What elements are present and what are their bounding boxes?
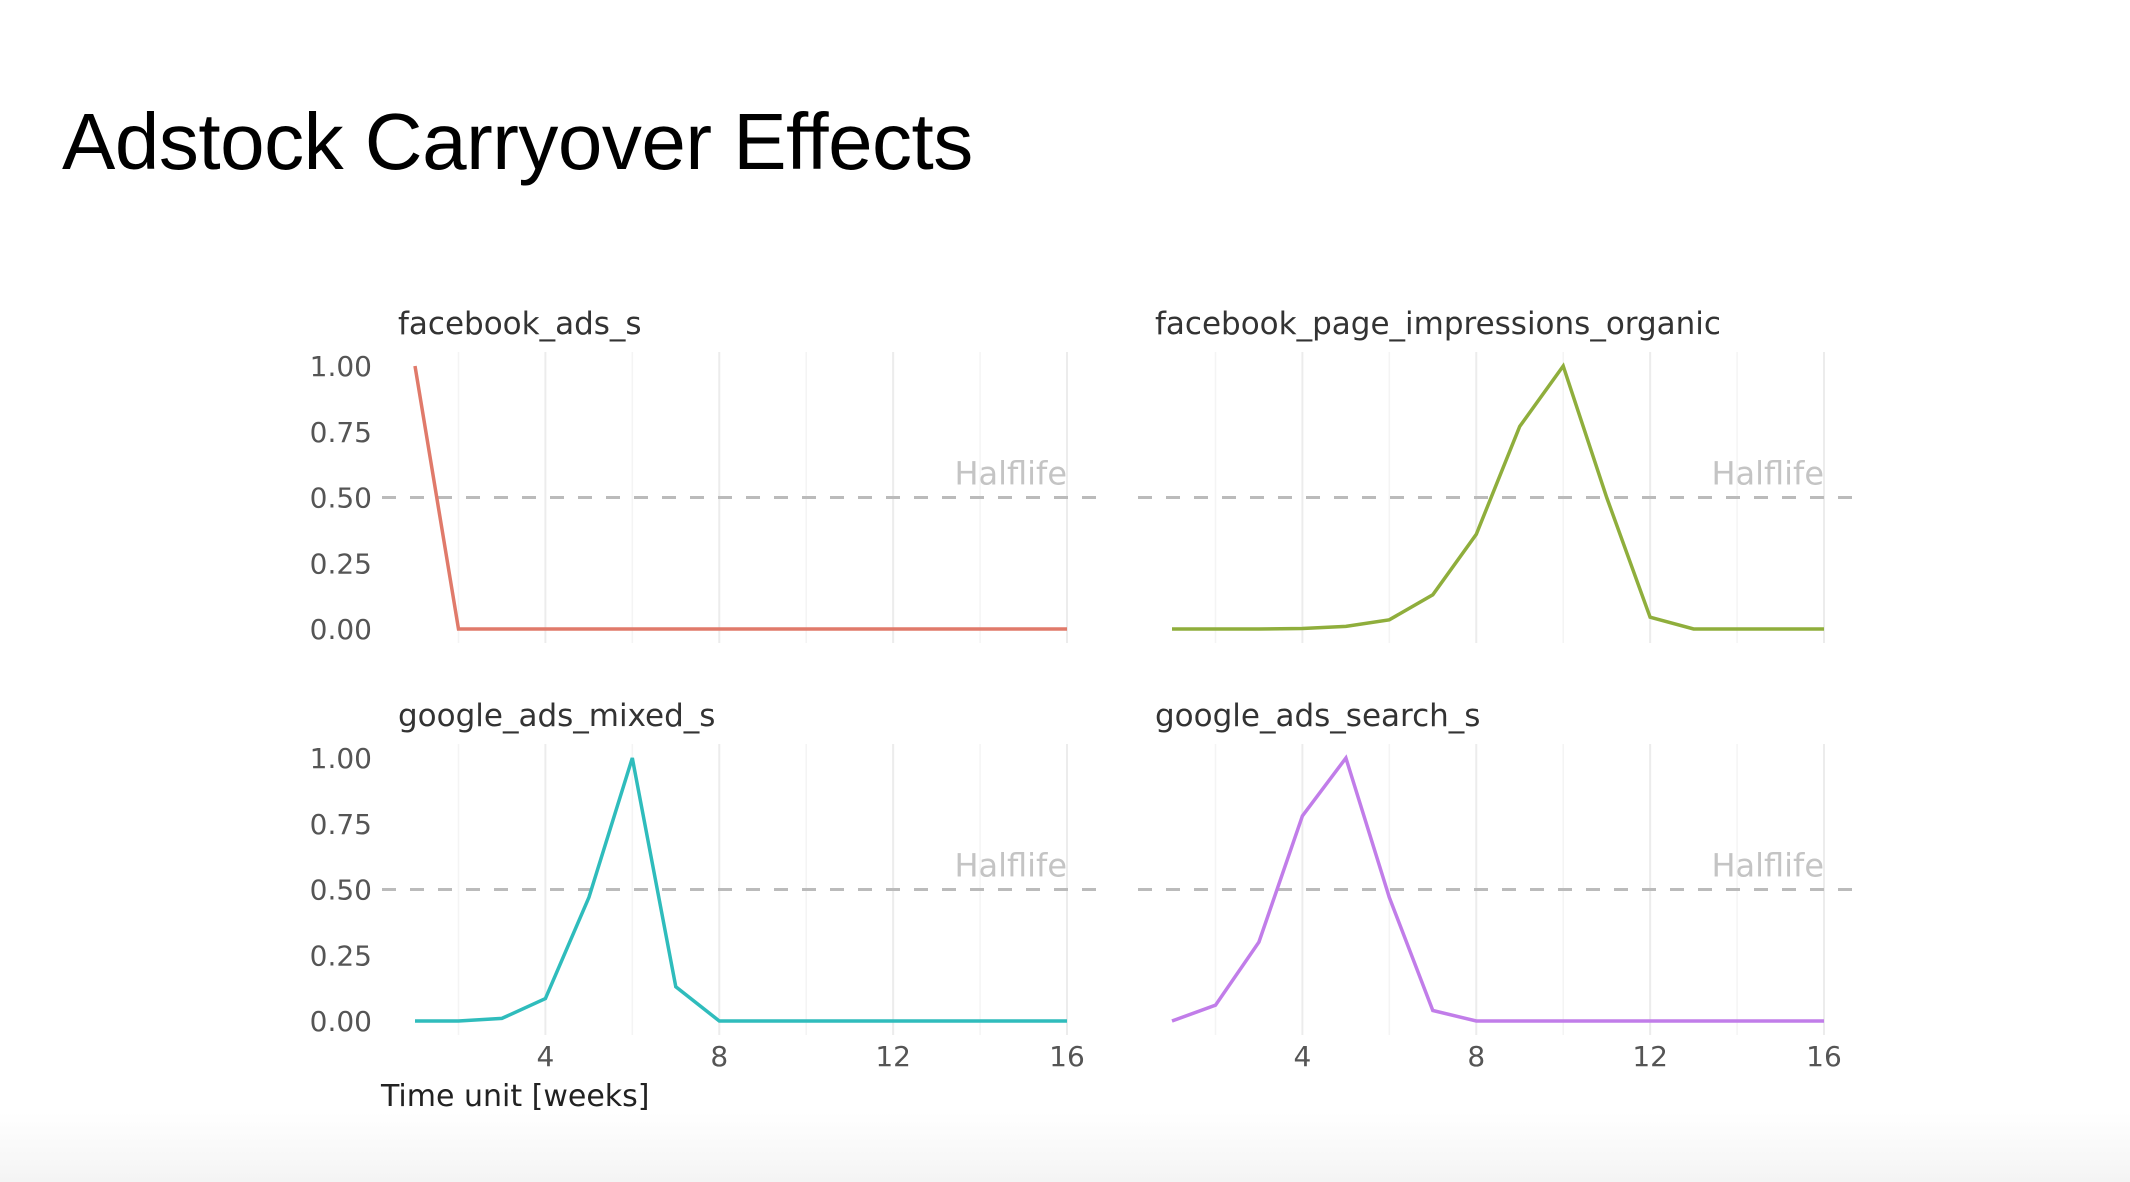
x-tick-label: 4 [536, 1040, 554, 1073]
series-line [413, 365, 1067, 631]
y-tick-label: 0.75 [310, 808, 372, 841]
y-tick-label: 0.25 [310, 547, 372, 580]
facet-title: google_ads_search_s [1155, 698, 1480, 734]
y-tick-label: 0.50 [310, 482, 372, 515]
y-tick-label: 1.00 [310, 742, 372, 775]
series-line [1172, 362, 1824, 631]
y-tick-label: 0.00 [310, 613, 372, 646]
x-tick-label: 12 [1632, 1040, 1668, 1073]
x-tick-label: 8 [710, 1040, 728, 1073]
series-line [415, 757, 1067, 1023]
y-tick-label: 0.75 [310, 416, 372, 449]
halflife-label: Halflife [954, 455, 1067, 493]
x-tick-label: 12 [875, 1040, 911, 1073]
slide-title: Adstock Carryover Effects [62, 97, 973, 186]
facet-title: facebook_ads_s [398, 306, 642, 342]
x-tick-label: 16 [1049, 1040, 1085, 1073]
x-tick-label: 16 [1806, 1040, 1842, 1073]
halflife-label: Halflife [1711, 847, 1824, 885]
x-tick-label: 8 [1467, 1040, 1485, 1073]
y-tick-label: 0.50 [310, 874, 372, 907]
x-tick-label: 4 [1293, 1040, 1311, 1073]
slide-footer-band [0, 1112, 2130, 1182]
facet-title: google_ads_mixed_s [398, 698, 715, 734]
y-tick-label: 0.00 [310, 1005, 372, 1038]
halflife-label: Halflife [1711, 455, 1824, 493]
x-axis-label: Time unit [weeks] [380, 1079, 649, 1114]
facet-title: facebook_page_impressions_organic [1155, 306, 1721, 342]
y-tick-label: 1.00 [310, 350, 372, 383]
series-line [1171, 754, 1824, 1023]
halflife-label: Halflife [954, 847, 1067, 885]
y-tick-label: 0.25 [310, 939, 372, 972]
